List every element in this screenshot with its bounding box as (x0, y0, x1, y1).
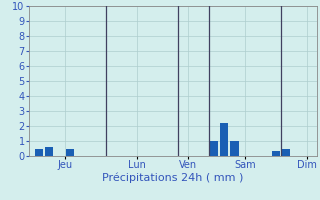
Bar (66, 149, 74, 156)
Bar (282, 149, 290, 156)
Bar (35, 148, 43, 156)
Bar (230, 141, 239, 156)
Bar (210, 141, 218, 156)
Bar (45, 147, 53, 156)
Bar (220, 123, 228, 156)
Bar (272, 151, 280, 156)
X-axis label: Précipitations 24h ( mm ): Précipitations 24h ( mm ) (102, 173, 244, 183)
